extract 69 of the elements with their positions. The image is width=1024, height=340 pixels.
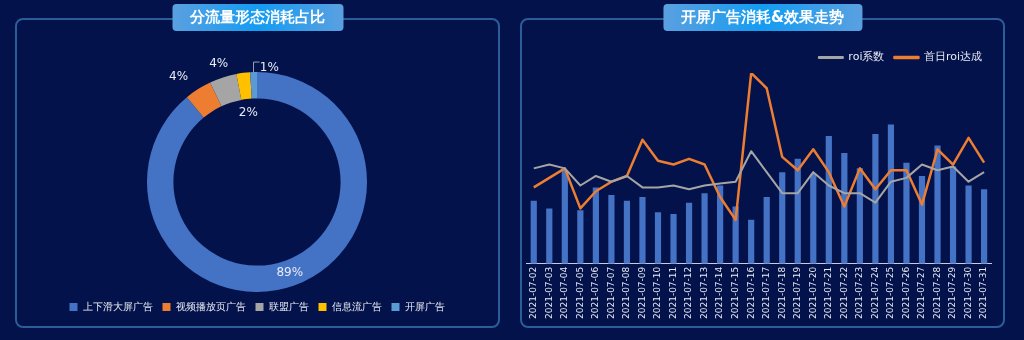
bar [546, 208, 553, 264]
bar [934, 145, 941, 264]
bar [903, 162, 910, 264]
legend-label: 首日roi达成 [923, 50, 983, 64]
bar [561, 170, 568, 264]
bar [794, 158, 801, 264]
x-tick-label: 2021-07-02 [528, 266, 539, 320]
legend-label: 信息流广告 [331, 300, 382, 312]
legend-label: 开屏广告 [404, 300, 445, 312]
data-label: 89% [276, 265, 304, 280]
x-tick-label: 2021-07-09 [636, 266, 647, 320]
x-tick-label: 2021-07-31 [978, 266, 989, 320]
x-tick-label: 2021-07-12 [683, 266, 694, 320]
x-tick-label: 2021-07-10 [652, 266, 663, 320]
x-tick-label: 2021-07-16 [745, 266, 756, 320]
x-tick-label: 2021-07-23 [854, 266, 865, 320]
x-tick-label: 2021-07-05 [574, 266, 585, 320]
x-tick-label: 2021-07-22 [838, 266, 849, 320]
bar [639, 196, 646, 264]
bar [810, 174, 817, 264]
x-tick-label: 2021-07-21 [823, 266, 834, 320]
bar [965, 185, 972, 264]
x-tick-label: 2021-07-29 [947, 266, 958, 320]
bar [949, 166, 957, 264]
bar [623, 200, 631, 264]
bar [577, 210, 584, 264]
bar [887, 124, 895, 264]
x-tick-label: 2021-07-03 [543, 266, 554, 320]
x-tick-label: 2021-07-28 [931, 266, 942, 320]
x-tick-label: 2021-07-07 [605, 266, 616, 320]
legend-label: 上下滑大屏广告 [82, 300, 153, 312]
chart-title: 开屏广告消耗&效果走势 [662, 4, 863, 31]
bar [654, 212, 662, 264]
bar [670, 214, 677, 264]
x-tick-label: 2021-07-30 [962, 266, 973, 320]
x-tick-label: 2021-07-24 [869, 266, 880, 320]
x-tick-label: 2021-07-18 [776, 266, 787, 320]
x-tick-label: 2021-07-13 [698, 266, 709, 320]
x-tick-label: 2021-07-25 [885, 266, 896, 320]
x-tick-label: 2021-07-11 [667, 266, 678, 320]
bar [825, 135, 832, 264]
x-tick-label: 2021-07-19 [792, 266, 803, 320]
bar [779, 172, 786, 264]
data-label: 4% [169, 69, 189, 84]
x-tick-label: 2021-07-06 [590, 266, 601, 320]
x-tick-label: 2021-07-04 [559, 266, 570, 320]
bar [685, 202, 693, 264]
bar [748, 219, 755, 264]
chart-title: 分流量形态消耗占比 [172, 4, 343, 31]
data-label: 2% [238, 105, 258, 120]
bar [980, 189, 988, 264]
x-tick-label: 2021-07-17 [761, 266, 772, 320]
data-label: 4% [209, 56, 229, 71]
x-tick-label: 2021-07-20 [807, 266, 818, 320]
data-label: 1% [259, 60, 279, 75]
legend-label: 联盟广告 [268, 300, 309, 312]
bar [592, 187, 599, 264]
x-tick-label: 2021-07-14 [714, 266, 725, 320]
bar [872, 134, 879, 264]
bar [608, 195, 615, 264]
x-tick-label: 2021-07-27 [916, 266, 927, 320]
bar [701, 193, 708, 264]
bar [530, 200, 537, 264]
x-tick-label: 2021-07-15 [729, 266, 740, 320]
bar [763, 196, 770, 264]
legend-label: 视频播放页广告 [175, 300, 246, 312]
x-tick-label: 2021-07-08 [621, 266, 632, 320]
x-tick-label: 2021-07-26 [900, 266, 911, 320]
legend-label: roi系数 [848, 50, 885, 64]
